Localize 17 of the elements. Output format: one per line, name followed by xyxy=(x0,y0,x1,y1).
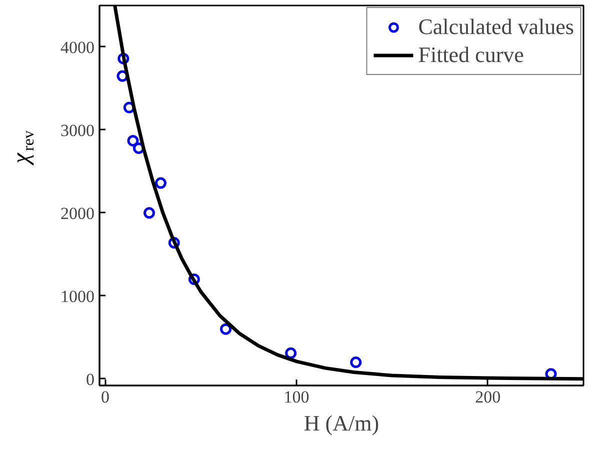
point xyxy=(350,356,362,368)
point xyxy=(143,207,155,219)
y-tick-label: 4000 xyxy=(60,38,94,57)
y-tick-label: 2000 xyxy=(60,204,94,223)
legend-label: Fitted curve xyxy=(418,42,524,68)
y-tick-label: 0 xyxy=(86,370,94,389)
x-tick-label: 200 xyxy=(475,388,501,406)
y-axis-title: χrev xyxy=(8,130,38,166)
point xyxy=(220,323,232,335)
legend-label: Calculated values xyxy=(418,14,574,40)
y-tick-label: 3000 xyxy=(60,120,94,140)
x-tick-label: 0 xyxy=(100,388,110,406)
y-tick-label: 1000 xyxy=(60,286,94,306)
point xyxy=(154,177,166,189)
x-tick-label: 100 xyxy=(284,388,310,406)
x-axis-title: H (A/m) xyxy=(304,410,380,436)
point xyxy=(127,135,139,146)
